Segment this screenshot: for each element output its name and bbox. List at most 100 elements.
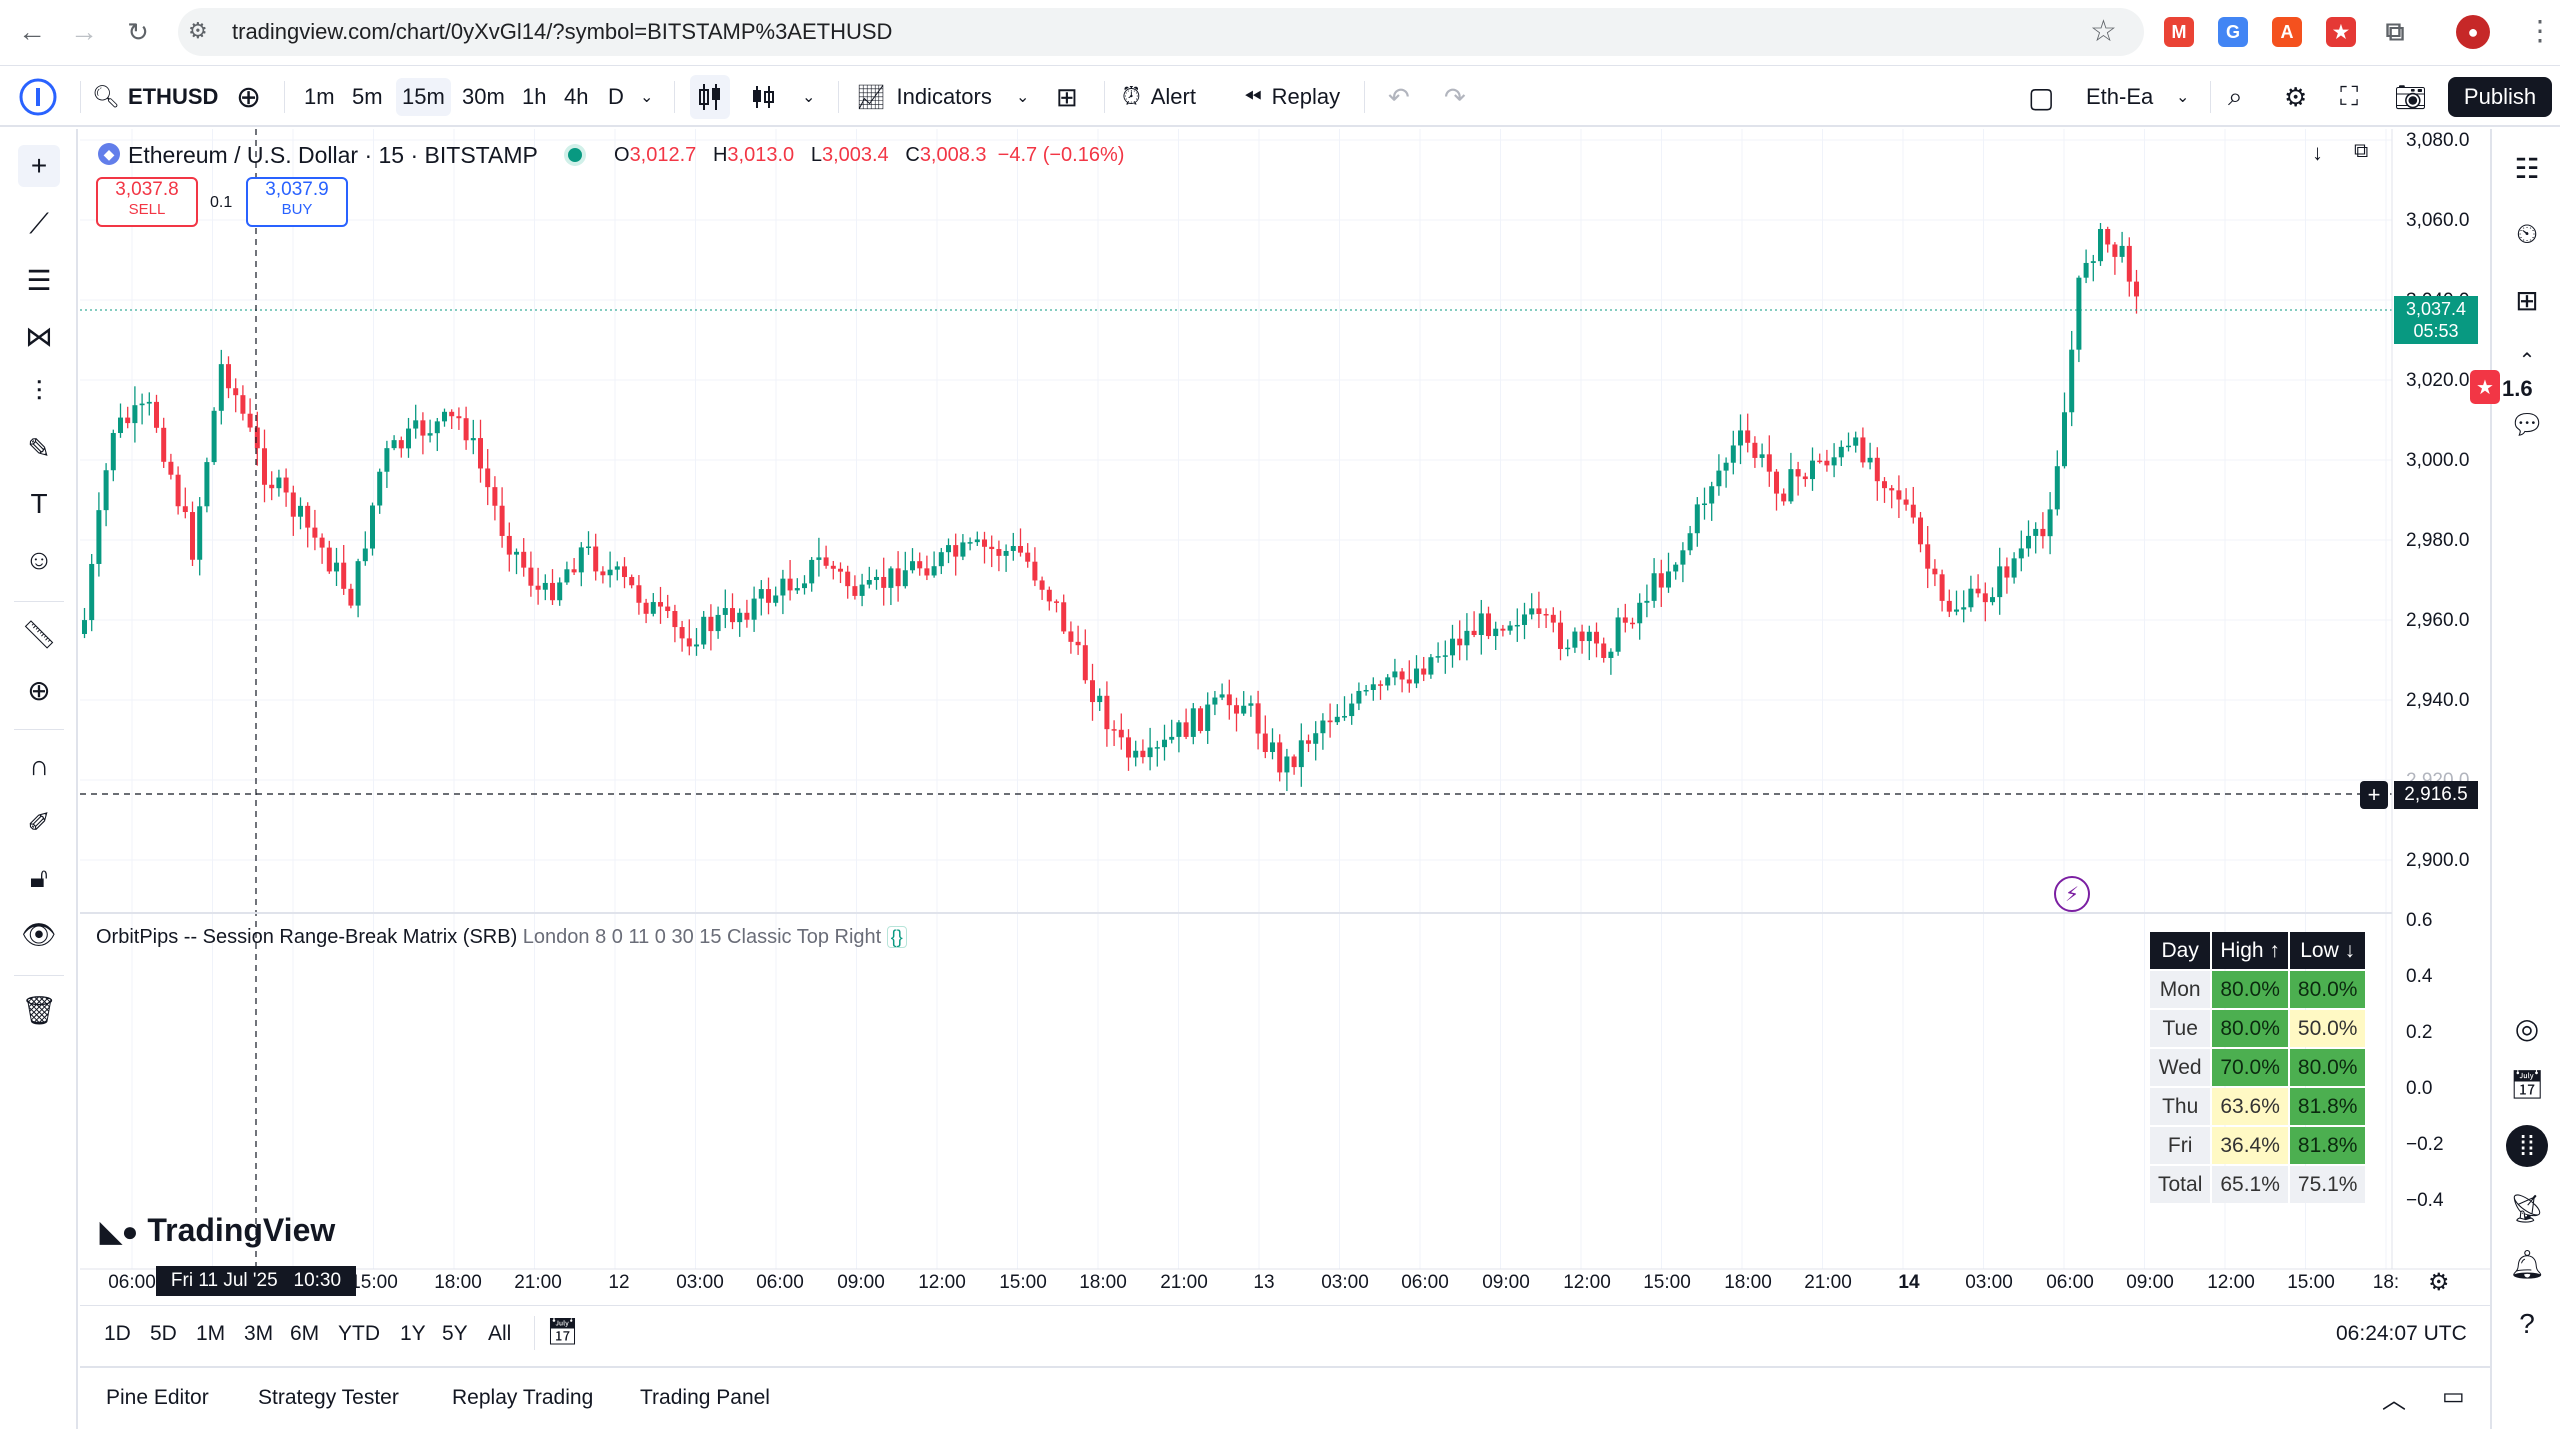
maximize-pane-icon[interactable]: ⧉ — [2354, 140, 2369, 162]
go-to-date-calendar-icon[interactable]: 📅︎ — [546, 1316, 580, 1346]
gmail-extension-icon[interactable]: M — [2164, 17, 2194, 47]
utc-clock[interactable]: 06:24:07 UTC — [2336, 1322, 2467, 1345]
range-all[interactable]: All — [488, 1322, 512, 1345]
range-1m[interactable]: 1M — [196, 1322, 226, 1345]
indicators-button[interactable]: 📈︎ Indicators — [856, 67, 992, 127]
maximize-panel-icon[interactable]: ▭ — [2442, 1383, 2465, 1410]
lightning-idea-icon[interactable]: ⚡︎ — [2054, 876, 2090, 912]
compare-add-icon[interactable]: ⊕ — [236, 80, 262, 114]
range-1y[interactable]: 1Y — [400, 1322, 426, 1345]
fib-levels-icon[interactable]: ☰ — [26, 264, 52, 296]
zoom-in-icon[interactable]: ⊕ — [27, 674, 51, 706]
candle-body — [456, 416, 462, 419]
tab-trading-panel[interactable]: Trading Panel — [640, 1386, 770, 1409]
range-3m[interactable]: 3M — [244, 1322, 274, 1345]
add-alert-plus-icon[interactable]: + — [2360, 781, 2388, 809]
magnet-icon[interactable]: ∩ — [28, 750, 50, 781]
forecasting-icon[interactable]: ⫶ — [35, 375, 43, 407]
trash-icon[interactable]: 🗑︎ — [21, 994, 57, 1026]
layout-dropdown-icon[interactable]: ⌄ — [2176, 89, 2190, 106]
indicator-legend[interactable]: OrbitPips -- Session Range-Break Matrix … — [96, 926, 907, 949]
timeframe-1h[interactable]: 1h — [522, 84, 547, 109]
browser-menu-icon[interactable]: ⋮ — [2526, 15, 2554, 46]
timeframe-d[interactable]: D — [608, 84, 624, 109]
range-5y[interactable]: 5Y — [442, 1322, 468, 1345]
text-tool-icon[interactable]: T — [30, 488, 48, 519]
tab-pine-editor[interactable]: Pine Editor — [106, 1386, 209, 1409]
collapse-legend-arrow-icon[interactable]: ↓ — [2312, 140, 2323, 165]
watchlist-icon[interactable]: ☷ — [2514, 152, 2540, 184]
tab-replay-trading[interactable]: Replay Trading — [452, 1386, 594, 1409]
expand-panel-chevron-icon[interactable]: ︿ — [2382, 1387, 2406, 1414]
tradingview-logo-icon[interactable] — [18, 67, 58, 127]
indicators-dropdown-icon[interactable]: ⌄ — [1016, 89, 1030, 106]
range-6m[interactable]: 6M — [290, 1322, 320, 1345]
camera-snapshot-icon[interactable]: 📷︎ — [2394, 81, 2428, 112]
profile-avatar[interactable]: ● — [2456, 15, 2490, 49]
address-bar[interactable] — [178, 8, 2144, 56]
undo-icon[interactable]: ↶ — [1388, 81, 1410, 112]
timeframe-1m[interactable]: 1m — [304, 84, 335, 109]
timeframe-30m[interactable]: 30m — [462, 84, 505, 109]
apps-grid-icon[interactable]: ⁞⁞ — [2506, 1125, 2548, 1167]
timeframe-5m[interactable]: 5m — [352, 84, 383, 109]
star-extension-icon[interactable]: ★ — [2326, 17, 2356, 47]
pdf-extension-icon[interactable]: A — [2272, 17, 2302, 47]
object-tree-icon[interactable]: ⊞ — [2515, 284, 2539, 316]
lock-icon[interactable]: 🔓︎ — [29, 861, 49, 893]
fullscreen-icon[interactable]: ⛶ — [2340, 81, 2359, 111]
buy-button[interactable]: 3,037.9 BUY — [246, 177, 348, 227]
publish-button[interactable]: Publish — [2448, 77, 2552, 117]
layouts-grid-icon[interactable]: ⊞ — [1056, 81, 1078, 112]
chat-icon[interactable]: 💬︎ — [2509, 408, 2545, 440]
emoji-icon[interactable]: ☺ — [24, 544, 54, 575]
translate-extension-icon[interactable]: G — [2218, 17, 2248, 47]
site-settings-icon[interactable]: ⚙ — [188, 18, 208, 43]
time-tick: 03:00 — [1321, 1272, 1369, 1293]
ruler-icon[interactable]: 📏︎ — [21, 618, 57, 650]
target-icon[interactable]: ◎ — [2514, 1012, 2540, 1044]
forward-icon[interactable]: → — [70, 16, 98, 47]
timeframe-4h[interactable]: 4h — [564, 84, 589, 109]
timeframe-dropdown-icon[interactable]: ⌄ — [640, 89, 654, 106]
back-icon[interactable]: ← — [18, 16, 46, 47]
layout-name-button[interactable]: Eth-Ea — [2086, 84, 2154, 109]
alerts-clock-icon[interactable]: ⏲︎ — [2516, 217, 2538, 249]
source-code-icon[interactable]: {} — [886, 926, 907, 948]
notifications-bell-icon[interactable]: 🔔︎ — [2509, 1248, 2545, 1280]
candles-chart-type-icon[interactable] — [690, 75, 730, 119]
quick-search-icon[interactable]: ⌕ — [2228, 81, 2243, 111]
replay-button[interactable]: ⏪︎ Replay — [1244, 67, 1340, 127]
reload-icon[interactable]: ↻ — [127, 16, 149, 47]
alert-star-icon[interactable]: ★ — [2470, 370, 2500, 404]
pattern-icon[interactable]: ⋈ — [25, 320, 53, 352]
symbol-search-button[interactable]: 🔍︎ ETHUSD — [92, 67, 218, 127]
help-icon[interactable]: ? — [2519, 1308, 2535, 1339]
news-icon[interactable]: ⌃ — [2518, 349, 2536, 372]
range-ytd[interactable]: YTD — [338, 1322, 380, 1345]
symbol-legend-title[interactable]: Ethereum / U.S. Dollar · 15 · BITSTAMP — [128, 142, 538, 168]
tab-strategy-tester[interactable]: Strategy Tester — [258, 1386, 399, 1409]
range-1d[interactable]: 1D — [104, 1322, 131, 1345]
trend-line-icon[interactable]: ⟋ — [29, 207, 49, 239]
candle-body — [139, 403, 145, 406]
signal-stream-icon[interactable]: 📡︎ — [2509, 1192, 2545, 1224]
crosshair-icon[interactable]: + — [18, 145, 60, 187]
calendar-icon[interactable]: 📅︎ — [2509, 1068, 2545, 1100]
eye-visibility-icon[interactable]: 👁︎ — [21, 918, 57, 950]
chart-type-dropdown-icon[interactable]: ⌄ — [802, 89, 816, 106]
sell-button[interactable]: 3,037.8 SELL — [96, 177, 198, 227]
axis-settings-gear-icon[interactable]: ⚙ — [2428, 1269, 2450, 1296]
extensions-puzzle-icon[interactable]: ⧉ — [2380, 16, 2410, 47]
brush-icon[interactable]: ✎ — [27, 432, 51, 464]
range-5d[interactable]: 5D — [150, 1322, 177, 1345]
alert-button[interactable]: ⏰︎ Alert — [1122, 67, 1196, 127]
bars-chart-type-icon[interactable] — [750, 67, 776, 127]
price-chart[interactable] — [80, 129, 2490, 1301]
redo-icon[interactable]: ↷ — [1444, 81, 1466, 112]
stay-drawing-icon[interactable]: ✐ — [27, 806, 51, 838]
bookmark-star-icon[interactable]: ☆ — [2090, 15, 2117, 48]
settings-gear-icon[interactable]: ⚙ — [2284, 81, 2308, 112]
timeframe-15m[interactable]: 15m — [396, 78, 451, 116]
layout-square-icon[interactable]: ▢ — [2028, 81, 2055, 113]
